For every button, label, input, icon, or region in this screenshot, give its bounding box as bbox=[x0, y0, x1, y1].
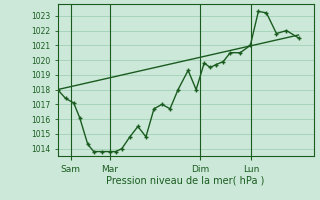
X-axis label: Pression niveau de la mer( hPa ): Pression niveau de la mer( hPa ) bbox=[107, 175, 265, 185]
